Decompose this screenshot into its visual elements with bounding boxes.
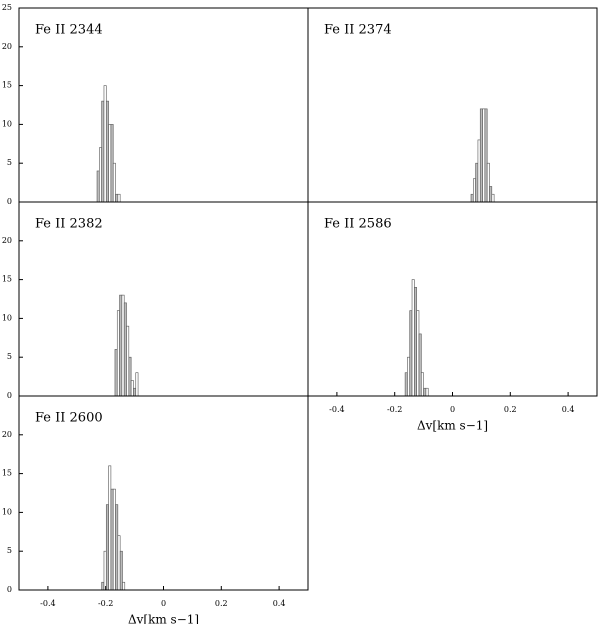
x-tick-label: 0.2 bbox=[215, 599, 228, 608]
y-tick-label: 15 bbox=[2, 81, 12, 90]
y-tick-label: 20 bbox=[2, 430, 12, 439]
x-tick-label: -0.4 bbox=[329, 405, 344, 414]
bar bbox=[108, 124, 112, 203]
x-tick-label: -0.2 bbox=[387, 405, 402, 414]
y-tick-label: 5 bbox=[7, 546, 12, 555]
bar bbox=[123, 302, 127, 397]
bar bbox=[99, 147, 102, 203]
x-axis-label: Δv[km s−1] bbox=[128, 613, 199, 624]
bar bbox=[105, 504, 109, 591]
x-tick-label: 0 bbox=[161, 599, 166, 608]
bar bbox=[96, 170, 100, 203]
y-tick-label: 15 bbox=[2, 469, 12, 478]
panel-title: Fe II 2600 bbox=[35, 411, 103, 426]
bar bbox=[119, 294, 123, 397]
bar bbox=[477, 139, 481, 203]
bar bbox=[128, 356, 132, 397]
bar bbox=[119, 550, 123, 591]
x-tick-label: -0.4 bbox=[40, 599, 55, 608]
panel-title: Fe II 2374 bbox=[324, 23, 392, 38]
x-tick-label: 0.4 bbox=[562, 405, 575, 414]
x-tick-label: -0.2 bbox=[98, 599, 113, 608]
bar bbox=[407, 356, 411, 397]
bar bbox=[486, 162, 490, 203]
bar bbox=[112, 162, 116, 203]
bar bbox=[101, 581, 105, 591]
bar bbox=[103, 85, 107, 203]
x-tick-label: 0 bbox=[450, 405, 455, 414]
bar bbox=[105, 100, 109, 203]
bar bbox=[404, 372, 408, 397]
panel-title: Fe II 2586 bbox=[324, 217, 392, 232]
bar bbox=[416, 310, 420, 397]
bar bbox=[409, 310, 413, 397]
bar bbox=[411, 279, 415, 397]
y-tick-label: 15 bbox=[2, 275, 12, 284]
x-tick-label: 0.2 bbox=[504, 405, 517, 414]
x-axis-label: Δv[km s−1] bbox=[417, 419, 488, 433]
bar bbox=[489, 186, 493, 203]
y-tick-label: 10 bbox=[2, 313, 12, 322]
bar bbox=[122, 581, 126, 591]
bar bbox=[121, 294, 125, 397]
y-tick-label: 0 bbox=[7, 585, 12, 594]
bar bbox=[482, 108, 486, 203]
y-tick-label: 5 bbox=[7, 158, 12, 167]
bar bbox=[133, 387, 137, 397]
bar bbox=[115, 504, 119, 591]
bar bbox=[425, 387, 429, 397]
bar bbox=[423, 387, 427, 397]
y-tick-label: 10 bbox=[2, 507, 12, 516]
panel-title: Fe II 2344 bbox=[35, 23, 103, 38]
bar bbox=[126, 325, 130, 397]
y-tick-label: 5 bbox=[7, 352, 12, 361]
bar bbox=[475, 162, 479, 203]
bar bbox=[130, 380, 134, 397]
bar bbox=[491, 193, 495, 203]
y-tick-label: 20 bbox=[2, 236, 12, 245]
y-tick-label: 10 bbox=[2, 119, 12, 128]
y-tick-label: 0 bbox=[7, 391, 12, 400]
bar bbox=[414, 287, 417, 397]
bar bbox=[479, 108, 483, 203]
bar bbox=[473, 178, 476, 203]
panel-title: Fe II 2382 bbox=[35, 217, 103, 232]
bar bbox=[103, 550, 107, 591]
bar bbox=[117, 193, 121, 203]
bar bbox=[110, 124, 114, 203]
y-tick-label: 20 bbox=[2, 42, 12, 51]
bar bbox=[112, 488, 116, 591]
bar bbox=[115, 193, 119, 203]
bar bbox=[420, 372, 424, 397]
bar bbox=[110, 488, 114, 591]
bar bbox=[116, 310, 120, 397]
bar bbox=[418, 333, 422, 397]
bar bbox=[135, 372, 139, 397]
bar bbox=[114, 349, 118, 397]
bar bbox=[117, 535, 121, 591]
bar bbox=[101, 100, 105, 203]
x-tick-label: 0.4 bbox=[273, 599, 286, 608]
bar bbox=[484, 108, 488, 203]
y-tick-label: 25 bbox=[2, 3, 12, 12]
bar bbox=[470, 193, 474, 203]
y-tick-label: 0 bbox=[7, 197, 12, 206]
bar bbox=[108, 465, 112, 591]
